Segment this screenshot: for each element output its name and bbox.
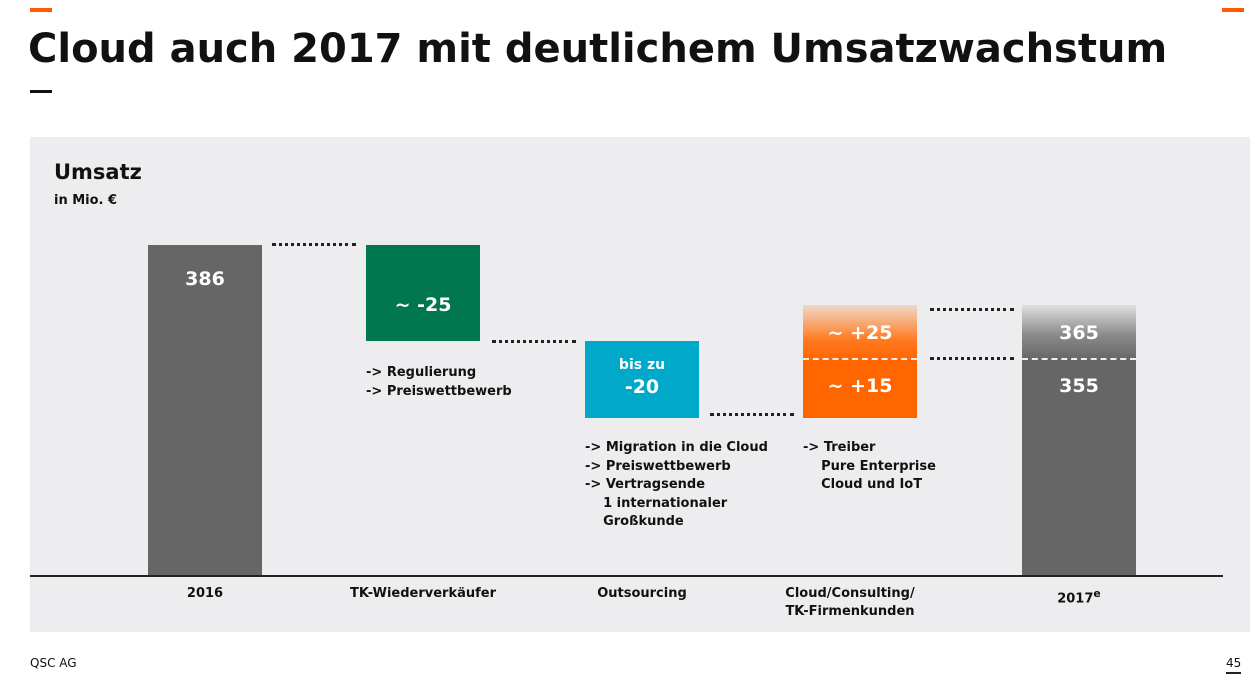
bar-2017 [1022,305,1136,576]
category-label-2017: 2017e [979,585,1179,608]
data-label-cloud-low: ~ +15 [827,375,893,397]
page-number: 45 [1226,656,1242,674]
note-tk: -> Regulierung -> Preiswettbewerb [366,365,512,399]
category-label-2016: 2016 [186,586,224,601]
note-outsourcing: -> Migration in die Cloud -> Preiswettbe… [585,440,768,529]
data-label-2017-low: 355 [1059,375,1099,397]
accent-mark-left [30,8,52,12]
bar-2016 [148,245,262,576]
connector-2 [492,340,576,343]
category-superscript: e [1093,587,1101,600]
bar-tk-wiederverkaeufer [366,245,480,341]
data-label-cloud-high: ~ +25 [827,322,893,344]
range-divider-cloud [803,358,917,360]
connector-5 [930,357,1014,360]
chart-title: Umsatz [54,160,142,184]
x-axis-baseline [30,575,1223,577]
connector-4 [930,308,1014,311]
data-label-2017-high: 365 [1059,322,1099,344]
accent-mark-right [1222,8,1244,12]
slide-title: Cloud auch 2017 mit deutlichem Umsatzwac… [28,26,1168,72]
connector-1 [272,243,356,246]
category-label-tk: TK-Wiederverkäufer [349,586,497,601]
note-cloud: -> Treiber Pure Enterprise Cloud und IoT [803,440,936,492]
chart-unit: in Mio. € [54,193,118,208]
data-label-outsourcing-prefix: bis zu [618,357,666,373]
data-label-outsourcing: -20 [624,376,660,398]
bar-outsourcing [585,341,699,418]
connector-3 [710,413,794,416]
range-divider-2017 [1022,358,1136,360]
category-label-outsourcing: Outsourcing [597,586,687,601]
data-label-tk: ~ -25 [394,294,452,316]
data-label-2016: 386 [185,268,225,290]
category-label-2017-text: 2017 [1057,591,1094,607]
category-label-cloud: Cloud/Consulting/ TK-Firmenkunden [785,586,915,619]
footer-company: QSC AG [30,656,77,670]
bar-cloud [803,305,917,418]
title-underline [30,90,52,93]
